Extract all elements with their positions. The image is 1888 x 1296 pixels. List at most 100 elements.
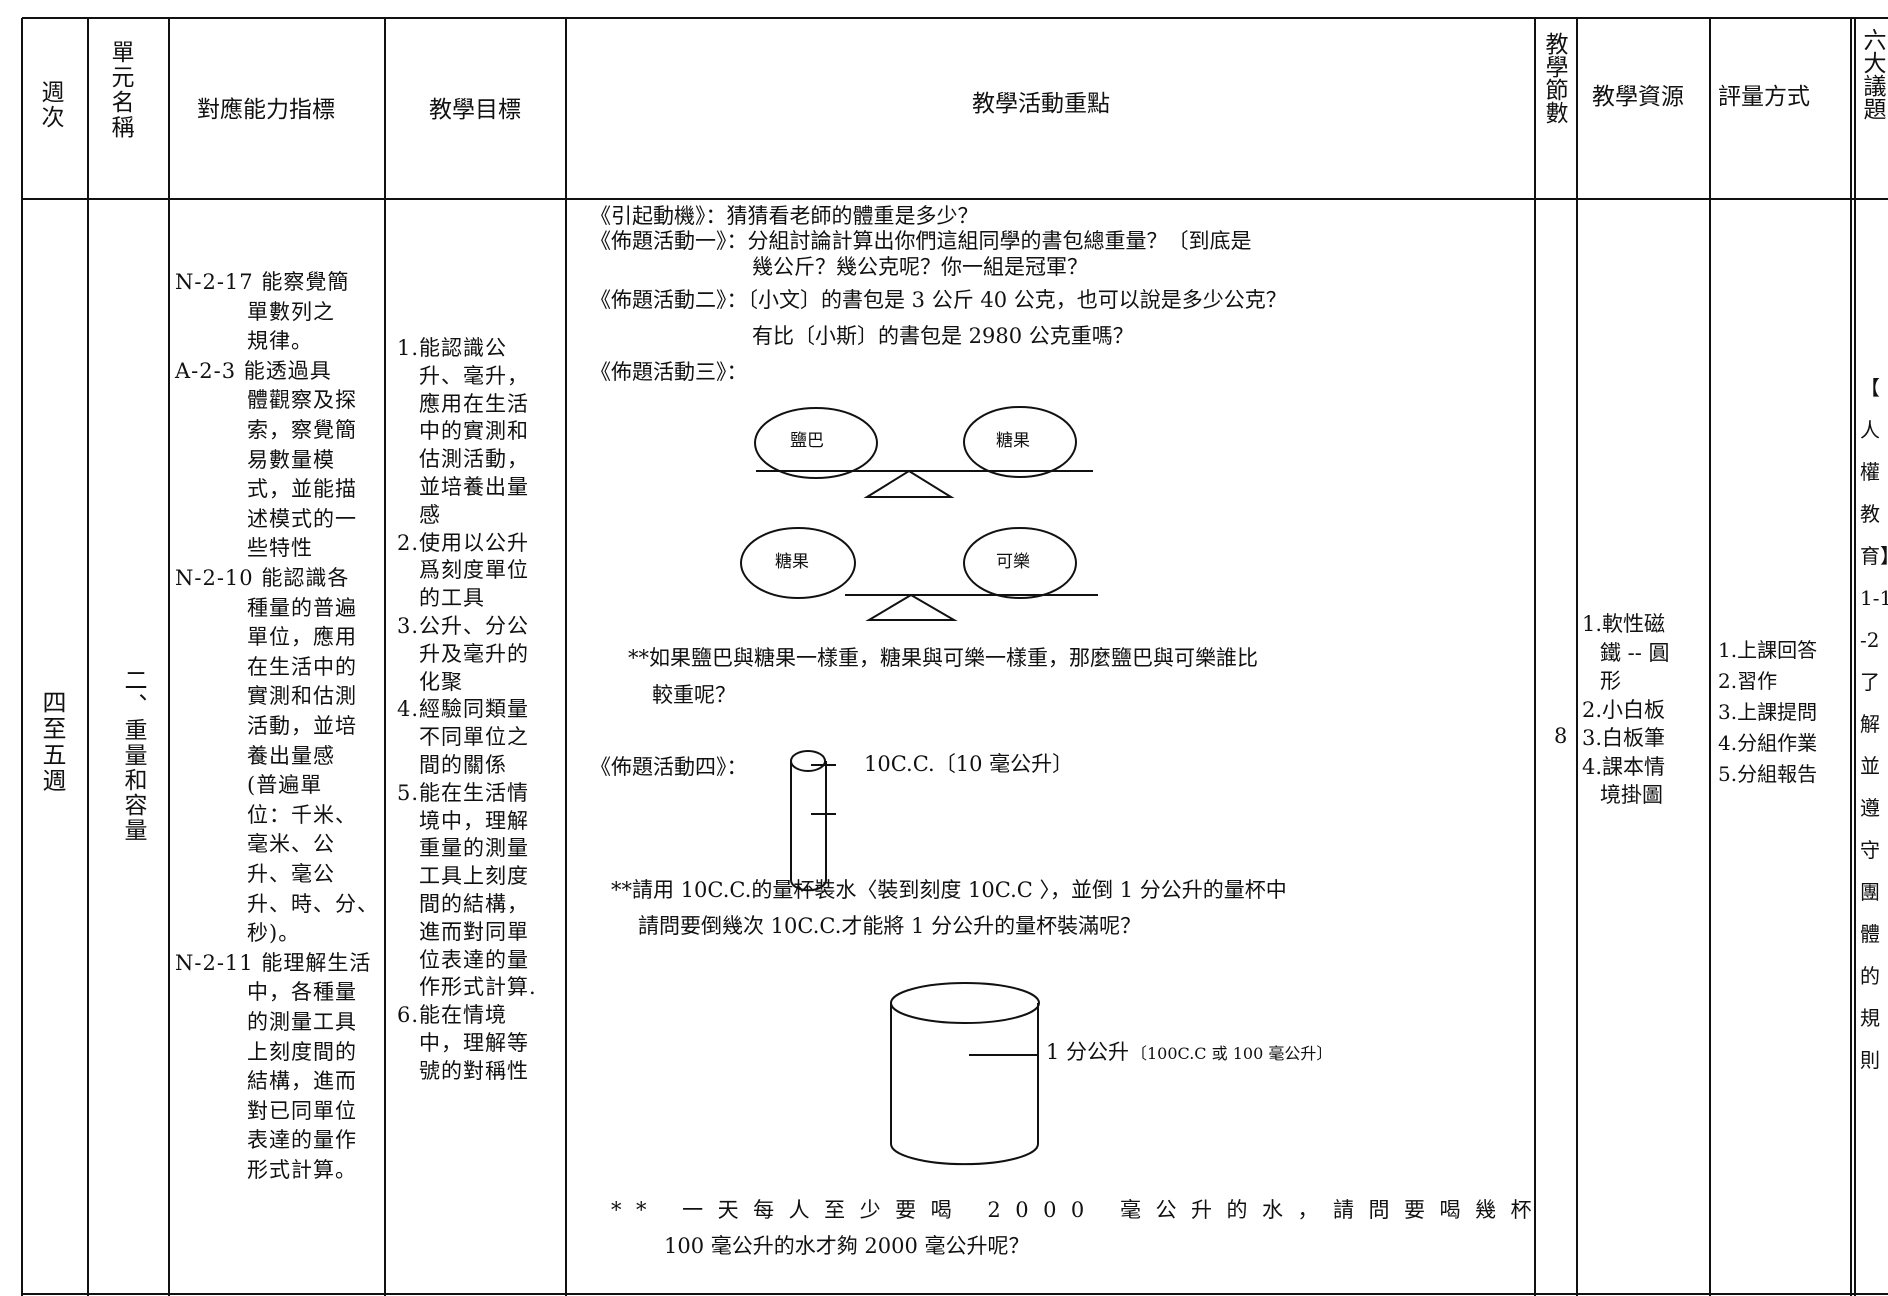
objective-line: 化聚 [419,669,463,694]
issue-line: 規 [1860,1006,1880,1030]
objective-line: 位表達的量 [419,947,529,972]
indicator-line: 易數量模 [247,447,335,472]
indicator-line: 結構，進而 [247,1069,357,1094]
resource-line: 形 [1600,669,1621,693]
scale-label: 糖果 [996,431,1030,451]
activity-line: 《佈題活動三》： [590,360,748,384]
indicator-line: 索，察覺簡 [247,418,357,442]
indicator-line: 上刻度間的 [247,1039,357,1064]
objective-line: 升及毫升的 [419,641,529,666]
indicator-line: N-2-11 能理解生活 [175,950,372,975]
indicator-line: 單位，應用 [247,625,357,650]
objective-line: 1.能認識公 [397,336,508,360]
indicator-line: 養出量感 [247,743,335,768]
unit: 二、重量和容量 [120,668,146,843]
scale-label: 可樂 [996,552,1030,572]
resource-line: 1.軟性磁 [1582,612,1666,636]
objective-line: 6.能在情境 [397,1003,508,1028]
header-activities: 教學活動重點 [972,91,1110,117]
indicator-line: 表達的量作 [247,1128,357,1153]
assessment-line: 4.分組作業 [1718,731,1818,755]
indicator-line: 種量的普遍 [247,595,357,620]
indicator-line: 規律。 [247,329,313,354]
indicator-line: 些特性 [247,536,313,561]
activity-line: 幾公斤？幾公克呢？你一組是冠軍？ [752,255,1088,279]
objective-line: 並培養出量 [419,475,529,499]
activity-line: **如果鹽巴與糖果一樣重，糖果與可樂一樣重，那麼鹽巴與可樂誰比 [628,646,1258,670]
objective-line: 5.能在生活情 [397,780,530,805]
indicator-line: (普遍單 [247,773,323,798]
issue-line: -2 [1860,628,1880,652]
objective-line: 2.使用以公升 [397,530,530,555]
indicator-line: 在生活中的 [247,654,357,679]
indicator-line: 體觀察及探 [247,388,357,413]
issue-line: 的 [1860,964,1880,988]
activity-line: 《佈題活動四》： [590,755,748,779]
activity-line: 100 毫公升的水才夠 2000 毫公升呢？ [664,1234,1030,1258]
activity-line: ** 一天每人至少要喝 2000 毫公升的水，請問要喝幾杯 [611,1198,1546,1222]
indicator-line: 式，並能描 [247,477,357,502]
issue-line: 守 [1860,838,1880,862]
issue-line: 遵 [1860,796,1880,820]
beaker-label: 1 分公升 [1046,1040,1130,1064]
indicator-line: A-2-3 能透過具 [175,358,332,383]
assessment-line: 1.上課回答 [1718,638,1818,662]
header-indicators: 對應能力指標 [197,97,335,123]
issue-line: 育】 [1860,544,1888,568]
issue-line: 權 [1860,460,1880,484]
indicator-line: 實測和估測 [247,684,357,709]
objective-line: 重量的測量 [419,836,529,861]
header-week: 週次 [37,80,63,130]
indicator-line: 升、時、分、 [247,891,379,916]
activity-line: 較重呢？ [652,683,736,707]
periods: 8 [1554,724,1568,748]
objective-line: 中的實測和 [419,419,529,444]
resource-line: 境掛圖 [1600,783,1663,807]
objective-line: 感 [419,502,441,527]
indicator-line: 升、毫公 [247,862,335,886]
resource-line: 3.白板筆 [1582,726,1666,750]
objective-line: 3.公升、分公 [397,614,530,638]
header-periods: 教學節數 [1541,32,1567,124]
header-issues: 六大議題 [1859,28,1885,120]
objective-line: 間的結構， [419,892,529,916]
header-objectives: 教學目標 [429,97,521,123]
activity-line: 請問要倒幾次 10C.C.才能將 1 分公升的量杯裝滿呢？ [638,914,1142,938]
indicator-line: 單數列之 [247,299,335,324]
indicator-line: N-2-10 能認識各 [175,566,350,590]
objective-line: 估測活動， [419,447,529,472]
issue-line: 解 [1860,712,1880,736]
resource-line: 4.課本情 [1582,754,1666,779]
beaker-note: 〔100C.C 或 100 毫公升〕 [1131,1044,1333,1063]
indicator-line: 毫米、公 [247,832,335,857]
objective-line: 進而對同單 [419,919,529,944]
header-resources: 教學資源 [1592,84,1684,110]
indicator-line: 的測量工具 [247,1010,357,1034]
indicator-line: 秒)。 [247,921,301,946]
issue-line: 並 [1860,754,1880,778]
issue-line: 了 [1860,670,1880,694]
resource-line: 鐵 -- 圓 [1600,640,1670,665]
issue-line: 人 [1860,418,1880,442]
issue-line: 體 [1860,922,1880,946]
assessment-line: 2.習作 [1718,669,1778,693]
objective-line: 中，理解等 [419,1031,529,1055]
assessment-line: 5.分組報告 [1718,762,1818,786]
issue-line: 教 [1860,502,1880,526]
cup-label: 10C.C.〔10 毫公升〕 [864,752,1074,776]
objective-line: 作形式計算. [419,975,537,1000]
indicator-line: 形式計算。 [247,1158,357,1182]
indicator-line: 中，各種量 [247,980,357,1005]
issue-line: 則 [1860,1048,1880,1072]
resource-line: 2.小白板 [1582,697,1666,722]
objective-line: 4.經驗同類量 [397,697,530,722]
header-unit: 單元名稱 [107,40,133,140]
objective-line: 境中，理解 [419,808,529,833]
indicator-line: 述模式的一 [247,506,357,531]
week: 四至五週 [38,690,66,794]
header-assessment: 評量方式 [1718,84,1810,110]
assessment-line: 3.上課提問 [1718,700,1818,724]
issue-line: 團 [1860,880,1880,904]
